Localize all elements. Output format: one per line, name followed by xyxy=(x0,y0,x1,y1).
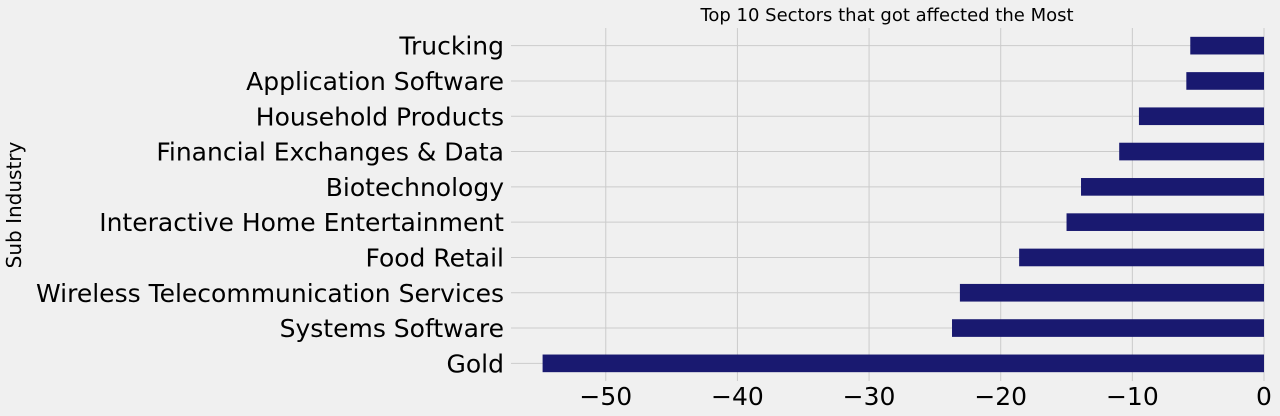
bar xyxy=(1019,248,1264,267)
x-tick-label: −40 xyxy=(711,382,764,411)
chart-title: Top 10 Sectors that got affected the Mos… xyxy=(699,5,1073,26)
category-label: Interactive Home Entertainment xyxy=(99,208,504,237)
category-label: Household Products xyxy=(256,102,504,131)
category-label: Wireless Telecommunication Services xyxy=(36,279,504,308)
bars-layer xyxy=(542,36,1264,373)
bar xyxy=(1138,107,1264,126)
category-label: Systems Software xyxy=(280,314,504,343)
x-tick-label: −20 xyxy=(974,382,1027,411)
bar xyxy=(1081,178,1264,196)
bar xyxy=(1186,72,1264,90)
category-label: Food Retail xyxy=(365,243,504,272)
x-tick-label: −30 xyxy=(843,382,896,411)
bar xyxy=(959,283,1264,302)
category-label: Trucking xyxy=(398,32,504,61)
category-label: Biotechnology xyxy=(326,173,504,202)
bar xyxy=(1190,36,1264,55)
x-tick-labels: −50 −40 −30 −20 −10 0 xyxy=(579,382,1272,411)
y-axis-label: Sub Industry xyxy=(2,141,26,268)
x-tick-label: −50 xyxy=(579,382,632,411)
x-tick-label: −10 xyxy=(1106,382,1159,411)
category-label: Gold xyxy=(447,349,504,378)
bar xyxy=(1066,213,1264,231)
x-tick-label: 0 xyxy=(1256,382,1272,411)
category-label: Application Software xyxy=(246,67,504,96)
bar xyxy=(952,319,1264,337)
category-label: Financial Exchanges & Data xyxy=(156,138,504,167)
bar xyxy=(1119,142,1264,161)
bar xyxy=(542,354,1264,373)
category-labels: Trucking Application Software Household Pr… xyxy=(36,32,504,379)
